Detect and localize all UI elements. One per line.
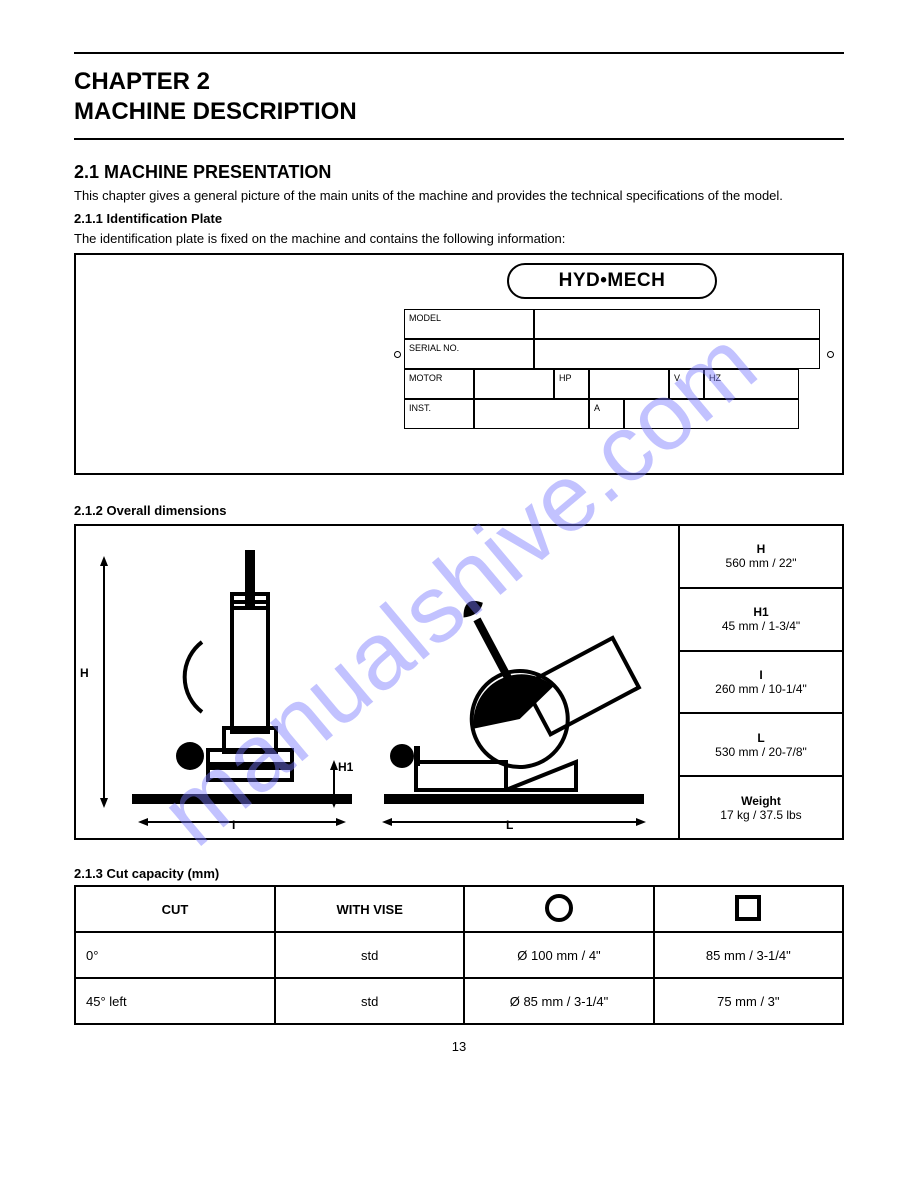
brand-text: HYD•MECH [559,270,666,292]
plate-motor-label: MOTOR [404,369,474,399]
col-cut: CUT [75,886,275,932]
nameplate-panel: HYD•MECH MODEL SERIAL NO. MOTOR HP V HZ … [74,253,844,475]
page-number: 13 [74,1039,844,1054]
table-row: 0° std Ø 100 mm / 4" 85 mm / 3-1/4" [75,932,843,978]
dimensions-table: H560 mm / 22" H145 mm / 1-3/4" I260 mm /… [678,526,842,838]
dim-label-h1: H1 [338,760,353,774]
cap-cut: 45° left [75,978,275,1024]
plate-serial-label: SERIAL NO. [404,339,534,369]
cap-square: 85 mm / 3-1/4" [654,932,843,978]
plate-inst-a: A [589,399,624,429]
plate-motor-v-val [589,369,669,399]
dim-key: I [759,668,762,682]
plate-motor-hp-val [474,369,554,399]
screw-hole-icon [394,351,401,358]
brand-plate-logo: HYD•MECH [507,263,717,299]
plate-motor-hp: HP [554,369,589,399]
table-row: 45° left std Ø 85 mm / 3-1/4" 75 mm / 3" [75,978,843,1024]
dim-val: 530 mm / 20-7/8" [715,745,807,759]
dim-val: 260 mm / 10-1/4" [715,682,807,696]
dim-val: 45 mm / 1-3/4" [722,619,800,633]
dim-key: Weight [741,794,781,808]
dim-label-i: I [232,818,235,832]
cap-circle: Ø 85 mm / 3-1/4" [464,978,653,1024]
cap-vise: std [275,978,464,1024]
col-round [464,886,653,932]
plate-row-motor: MOTOR HP V HZ [404,369,820,399]
dimensions-diagram-area: H H1 I [76,526,678,838]
page-body: CHAPTER 2 MACHINE DESCRIPTION 2.1 MACHIN… [0,0,918,1054]
dim-label-l: L [506,818,513,832]
dim-row: H145 mm / 1-3/4" [678,589,842,652]
plate-inst-label: INST. [404,399,474,429]
dim-key: L [757,731,764,745]
section-intro: This chapter gives a general picture of … [74,187,844,205]
plate-motor-v: V [669,369,704,399]
top-rule [74,52,844,54]
cap-square: 75 mm / 3" [654,978,843,1024]
mid-rule [74,138,844,140]
dim-row: I260 mm / 10-1/4" [678,652,842,715]
dim-key: H1 [753,605,768,619]
plate-serial-value [534,339,820,369]
plate-inst-blank [624,399,799,429]
dim-key: H [757,542,766,556]
dim-val: 17 kg / 37.5 lbs [720,808,801,822]
plate-row-serial: SERIAL NO. [404,339,820,369]
col-vise: WITH VISE [275,886,464,932]
dimensions-heading: 2.1.2 Overall dimensions [74,503,844,518]
square-icon [733,893,763,923]
plate-row-model: MODEL [404,309,820,339]
dim-label-h: H [80,666,89,680]
machine-side-icon [366,532,666,832]
dim-val: 560 mm / 22" [726,556,797,570]
dim-row: Weight17 kg / 37.5 lbs [678,777,842,838]
plate-model-value [534,309,820,339]
cap-circle: Ø 100 mm / 4" [464,932,653,978]
chapter-title: MACHINE DESCRIPTION [74,98,844,126]
circle-icon [544,893,574,923]
cap-vise: std [275,932,464,978]
dim-row: H560 mm / 22" [678,526,842,589]
capacity-heading: 2.1.3 Cut capacity (mm) [74,866,844,881]
plate-inst-val [474,399,589,429]
plate-row-inst: INST. A [404,399,820,429]
plate-model-label: MODEL [404,309,534,339]
machine-front-icon [82,532,362,832]
screw-hole-icon [827,351,834,358]
dimensions-panel: H H1 I [74,524,844,840]
dim-row: L530 mm / 20-7/8" [678,714,842,777]
chapter-super: CHAPTER 2 [74,68,844,96]
nameplate-heading: 2.1.1 Identification Plate [74,211,844,226]
capacity-table: CUT WITH VISE 0° std Ø 100 mm / 4" 85 mm… [74,885,844,1025]
cap-cut: 0° [75,932,275,978]
nameplate-card: HYD•MECH MODEL SERIAL NO. MOTOR HP V HZ … [396,255,842,473]
table-row: CUT WITH VISE [75,886,843,932]
plate-motor-hz: HZ [704,369,799,399]
nameplate-left-spacer [76,255,396,473]
section-heading: 2.1 MACHINE PRESENTATION [74,162,844,183]
col-square [654,886,843,932]
nameplate-body: The identification plate is fixed on the… [74,230,844,248]
